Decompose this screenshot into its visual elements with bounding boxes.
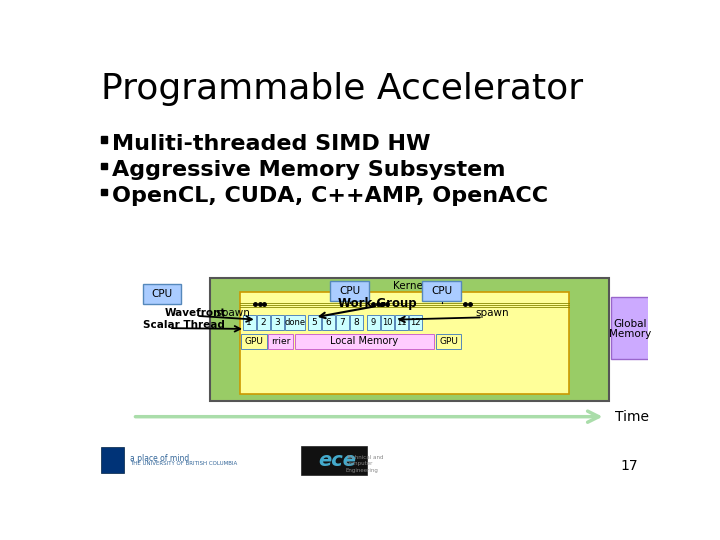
Bar [408,315,422,330]
Bar [101,137,107,143]
Text: Memory: Memory [609,328,652,339]
Bar [240,292,569,394]
Bar [269,334,293,349]
Bar [284,315,305,330]
Bar [243,315,256,330]
Text: Time: Time [616,410,649,424]
Text: GPU: GPU [439,337,458,346]
Text: 1: 1 [246,318,252,327]
Text: Wavefront: Wavefront [165,308,227,318]
Text: Global: Global [613,319,647,328]
Text: 11: 11 [396,318,406,327]
Bar [350,315,363,330]
Bar [436,334,462,349]
Text: rrier: rrier [271,337,290,346]
Text: Technical and: Technical and [346,455,383,460]
Bar [336,315,349,330]
Text: Local Memory: Local Memory [330,336,398,346]
Text: 2: 2 [261,318,266,327]
Text: 17: 17 [621,459,638,473]
Bar [294,334,434,349]
Text: 12: 12 [410,318,420,327]
Text: 10: 10 [382,318,392,327]
Text: CPU: CPU [151,289,173,299]
Text: ece: ece [319,451,356,470]
Bar [271,315,284,330]
Text: Engineering: Engineering [346,468,379,472]
Bar [101,189,107,195]
Text: 3: 3 [274,318,280,327]
Text: spawn: spawn [213,308,250,318]
Text: 9: 9 [371,318,376,327]
Text: 6: 6 [325,318,331,327]
Bar [101,448,124,473]
Text: Muliti-threaded SIMD HW: Muliti-threaded SIMD HW [112,134,431,154]
Text: done: done [284,318,305,327]
Text: Computer: Computer [346,461,373,467]
Text: Aggressive Memory Subsystem: Aggressive Memory Subsystem [112,160,505,180]
Text: THE UNIVERSITY OF BRITISH COLUMBIA: THE UNIVERSITY OF BRITISH COLUMBIA [130,461,238,465]
Text: CPU: CPU [431,286,452,296]
Bar [322,315,335,330]
Text: GPU: GPU [245,337,264,346]
Text: 7: 7 [339,318,345,327]
Text: Scalar Thread: Scalar Thread [143,320,225,330]
Bar [301,446,366,475]
Bar [366,315,380,330]
Bar [210,278,609,401]
Text: 8: 8 [354,318,359,327]
Bar [101,163,107,169]
Bar [143,284,181,304]
Text: Programmable Accelerator: Programmable Accelerator [101,72,583,106]
Text: 5: 5 [312,318,318,327]
Bar [256,315,270,330]
Bar [307,315,321,330]
Text: a place of mind: a place of mind [130,454,189,463]
Bar [381,315,394,330]
Bar [241,334,266,349]
Bar [611,298,649,359]
Bar [330,281,369,301]
Text: Kernel: Kernel [393,281,426,291]
Text: Work Group: Work Group [338,296,417,309]
Bar [395,315,408,330]
Text: OpenCL, CUDA, C++AMP, OpenACC: OpenCL, CUDA, C++AMP, OpenACC [112,186,548,206]
Bar [422,281,461,301]
Text: CPU: CPU [339,286,361,296]
Text: spawn: spawn [475,308,508,318]
